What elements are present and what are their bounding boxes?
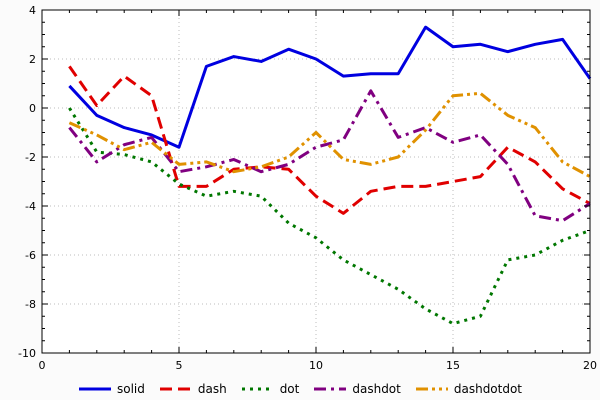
legend-line-sample-dashdotdot [415, 387, 448, 391]
y-tick-labels: -10 -8 -6 -4 -2 0 2 4 [18, 4, 36, 360]
legend-line-sample-solid [78, 387, 111, 391]
x-tick-label: 20 [583, 359, 597, 372]
x-tick-label: 5 [176, 359, 183, 372]
x-tick-label: 10 [309, 359, 323, 372]
legend-line-sample-dot [241, 387, 274, 391]
legend-item-solid: solid [78, 382, 145, 396]
legend-label-dashdotdot: dashdotdot [453, 382, 523, 396]
gridlines [42, 10, 590, 353]
legend-item-dot: dot [241, 382, 300, 396]
chart-legend: solid dash dot dashdot dashdotdot [0, 382, 600, 396]
y-tick-label: 0 [29, 102, 36, 115]
legend-label-dash: dash [197, 382, 227, 396]
x-tick-label: 15 [446, 359, 460, 372]
y-tick-label: -4 [25, 200, 36, 213]
y-tick-label: -2 [25, 151, 36, 164]
legend-item-dashdotdot: dashdotdot [415, 382, 522, 396]
y-tick-label: -10 [18, 347, 36, 360]
axis-ticks [41, 9, 591, 354]
y-tick-label: 2 [29, 53, 36, 66]
series-line-solid [68, 25, 592, 149]
plot-area [42, 10, 590, 353]
y-tick-label: -6 [25, 249, 36, 262]
x-tick-labels: 0 5 10 15 20 [39, 359, 598, 372]
y-tick-label: 4 [29, 4, 36, 17]
y-tick-label: -8 [25, 298, 36, 311]
legend-line-sample-dashdot [314, 387, 347, 391]
x-tick-label: 0 [39, 359, 46, 372]
legend-label-solid: solid [116, 382, 145, 396]
legend-line-sample-dash [159, 387, 192, 391]
series-lines [68, 25, 592, 326]
series-line-dashdotdot [68, 91, 591, 178]
series-line-dash [68, 65, 591, 215]
legend-item-dashdot: dashdot [313, 382, 401, 396]
series-line-dot [68, 107, 591, 326]
legend-label-dashdot: dashdot [352, 382, 401, 396]
legend-item-dash: dash [159, 382, 227, 396]
legend-label-dot: dot [279, 382, 300, 396]
series-line-dashdot [68, 89, 591, 223]
